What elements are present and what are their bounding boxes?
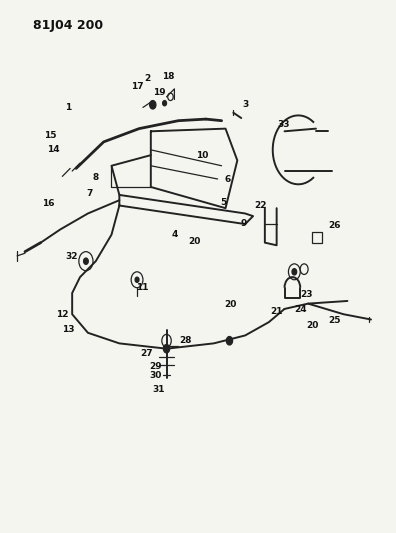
Text: 20: 20 [306, 321, 318, 330]
Text: 30: 30 [149, 370, 162, 379]
Text: 29: 29 [149, 362, 162, 370]
Text: 27: 27 [141, 350, 153, 359]
Text: 19: 19 [153, 88, 166, 97]
Text: 24: 24 [294, 305, 307, 314]
Text: 5: 5 [221, 198, 227, 207]
Bar [312, 232, 322, 243]
Text: 17: 17 [131, 82, 143, 91]
Text: 8: 8 [93, 173, 99, 182]
Text: 4: 4 [171, 230, 177, 239]
Text: 1: 1 [65, 103, 71, 112]
Circle shape [164, 344, 170, 353]
Text: 16: 16 [42, 199, 55, 208]
Text: 9: 9 [240, 219, 246, 228]
Text: 12: 12 [56, 310, 69, 319]
Circle shape [226, 336, 232, 345]
Circle shape [150, 101, 156, 109]
Text: 22: 22 [255, 201, 267, 210]
Text: 10: 10 [196, 151, 208, 160]
Text: 6: 6 [225, 174, 230, 183]
Text: 26: 26 [329, 221, 341, 230]
Text: 15: 15 [44, 131, 57, 140]
Circle shape [84, 258, 88, 264]
Text: 20: 20 [188, 237, 200, 246]
Text: 21: 21 [270, 307, 283, 316]
Text: 13: 13 [62, 325, 74, 334]
Circle shape [135, 277, 139, 282]
Text: 18: 18 [162, 72, 175, 81]
Text: 81J04 200: 81J04 200 [33, 19, 103, 32]
Text: 31: 31 [152, 385, 165, 394]
Text: 32: 32 [65, 253, 78, 262]
Circle shape [292, 269, 297, 275]
Text: 28: 28 [179, 336, 192, 345]
Circle shape [163, 101, 167, 106]
Text: 3: 3 [242, 100, 248, 109]
Text: 11: 11 [136, 283, 148, 292]
Text: 25: 25 [329, 316, 341, 325]
Text: 14: 14 [48, 146, 60, 155]
Text: 23: 23 [300, 289, 312, 298]
Text: 33: 33 [278, 120, 290, 129]
Text: 7: 7 [87, 189, 93, 198]
Text: 20: 20 [224, 300, 236, 309]
Text: 2: 2 [144, 74, 150, 83]
